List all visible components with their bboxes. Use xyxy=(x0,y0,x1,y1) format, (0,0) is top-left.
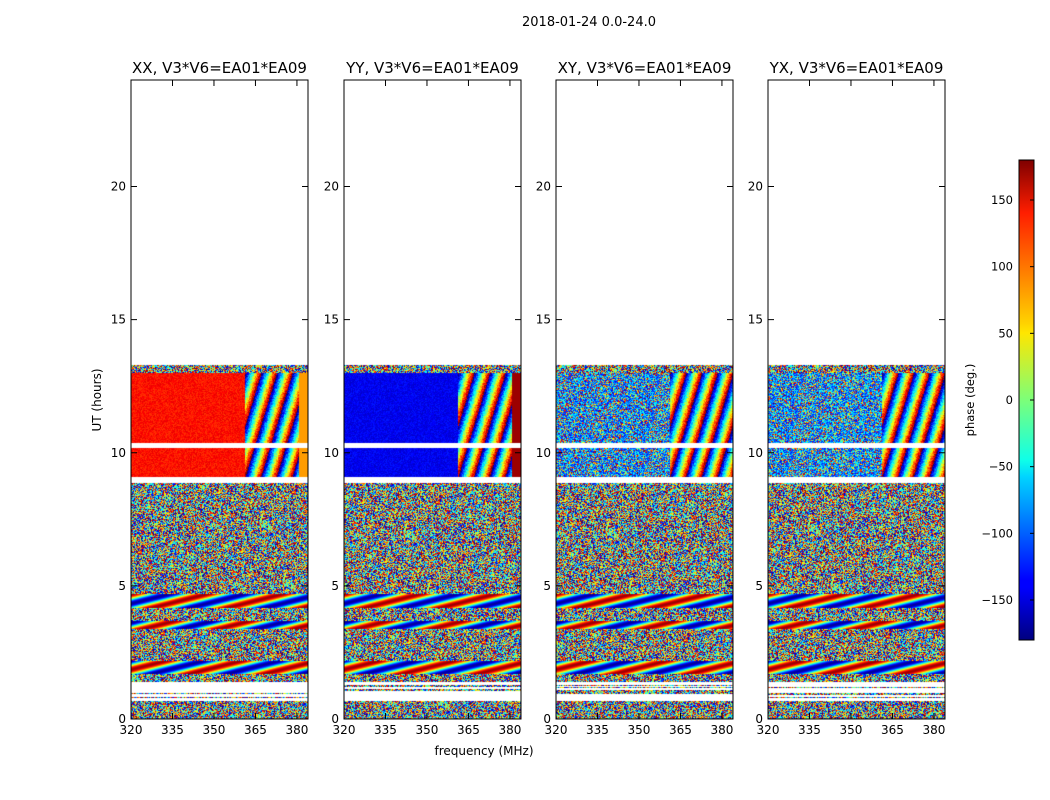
plot-frame xyxy=(555,79,734,720)
x-tick-label: 320 xyxy=(120,723,143,737)
x-tick-label: 320 xyxy=(757,723,780,737)
y-tick-label: 5 xyxy=(543,579,551,593)
heatmap-image xyxy=(768,80,945,719)
x-tick-label: 350 xyxy=(416,723,439,737)
y-tick-label: 10 xyxy=(324,446,339,460)
y-tick-label: 15 xyxy=(324,313,339,327)
colorbar: 150 100 50 0 −50 −100 −150 phase (deg.) xyxy=(963,159,1035,641)
panel-title: YX, V3*V6=EA01*EA09 xyxy=(769,59,944,77)
panel-2: YY, V3*V6=EA01*EA09 320 335 350 365 380 0 5 10 15… xyxy=(324,59,522,737)
x-tick-label: 380 xyxy=(285,723,308,737)
x-tick-label: 365 xyxy=(669,723,692,737)
panels: XX, V3*V6=EA01*EA09 320 335 350 365 380 0 5 10 15… xyxy=(111,59,946,737)
y-axis-label: UT (hours) xyxy=(90,368,104,431)
y-tick-label: 20 xyxy=(324,180,339,194)
colorbar-ticks: 150 100 50 0 −50 −100 −150 xyxy=(981,193,1034,607)
y-tick-label: 0 xyxy=(755,712,763,726)
plot-frame xyxy=(130,79,309,720)
x-tick-label: 335 xyxy=(798,723,821,737)
colorbar-tick-label: −100 xyxy=(981,526,1013,540)
x-tick-label: 350 xyxy=(203,723,226,737)
panel-title: XX, V3*V6=EA01*EA09 xyxy=(132,59,307,77)
x-tick-label: 350 xyxy=(840,723,863,737)
x-tick-label: 335 xyxy=(374,723,397,737)
panel-4: YX, V3*V6=EA01*EA09 320 335 350 365 380 0 5 10 15… xyxy=(748,59,946,737)
x-tick-label: 320 xyxy=(545,723,568,737)
y-tick-label: 10 xyxy=(111,446,126,460)
y-tick-label: 5 xyxy=(755,579,763,593)
y-tick-label: 15 xyxy=(536,313,551,327)
x-axis-label: frequency (MHz) xyxy=(434,744,533,758)
x-tick-label: 365 xyxy=(457,723,480,737)
heatmap-image xyxy=(131,80,308,719)
y-tick-label: 0 xyxy=(118,712,126,726)
y-tick-label: 5 xyxy=(118,579,126,593)
colorbar-tick-label: 100 xyxy=(991,260,1013,274)
x-tick-label: 335 xyxy=(161,723,184,737)
x-tick-label: 365 xyxy=(244,723,267,737)
x-tick-label: 350 xyxy=(628,723,651,737)
x-tick-label: 380 xyxy=(498,723,521,737)
y-tick-label: 10 xyxy=(536,446,551,460)
colorbar-tick-label: −50 xyxy=(989,460,1013,474)
y-tick-label: 15 xyxy=(111,313,126,327)
heatmap-image xyxy=(344,80,521,719)
y-tick-label: 0 xyxy=(543,712,551,726)
heatmap-image xyxy=(556,80,733,719)
colorbar-tick-label: −150 xyxy=(981,593,1013,607)
panel-title: XY, V3*V6=EA01*EA09 xyxy=(558,59,732,77)
y-tick-label: 0 xyxy=(331,712,339,726)
x-tick-label: 335 xyxy=(586,723,609,737)
y-tick-label: 15 xyxy=(748,313,763,327)
colorbar-label: phase (deg.) xyxy=(963,364,977,437)
plot-frame xyxy=(767,79,946,720)
colorbar-tick-label: 50 xyxy=(998,326,1013,340)
y-tick-label: 20 xyxy=(536,180,551,194)
panel-3: XY, V3*V6=EA01*EA09 320 335 350 365 380 0 5 10 15… xyxy=(536,59,734,737)
x-tick-label: 380 xyxy=(710,723,733,737)
x-tick-label: 380 xyxy=(922,723,945,737)
y-tick-label: 20 xyxy=(748,180,763,194)
x-tick-label: 320 xyxy=(333,723,356,737)
colorbar-tick-label: 0 xyxy=(1006,393,1013,407)
figure-suptitle: 2018-01-24 0.0-24.0 xyxy=(522,15,656,30)
plot-frame xyxy=(343,79,522,720)
y-tick-label: 10 xyxy=(748,446,763,460)
panel-title: YY, V3*V6=EA01*EA09 xyxy=(345,59,519,77)
colorbar-tick-label: 150 xyxy=(991,193,1013,207)
x-tick-label: 365 xyxy=(881,723,904,737)
y-tick-label: 20 xyxy=(111,180,126,194)
y-tick-label: 5 xyxy=(331,579,339,593)
panel-1: XX, V3*V6=EA01*EA09 320 335 350 365 380 0 5 10 15… xyxy=(111,59,309,737)
